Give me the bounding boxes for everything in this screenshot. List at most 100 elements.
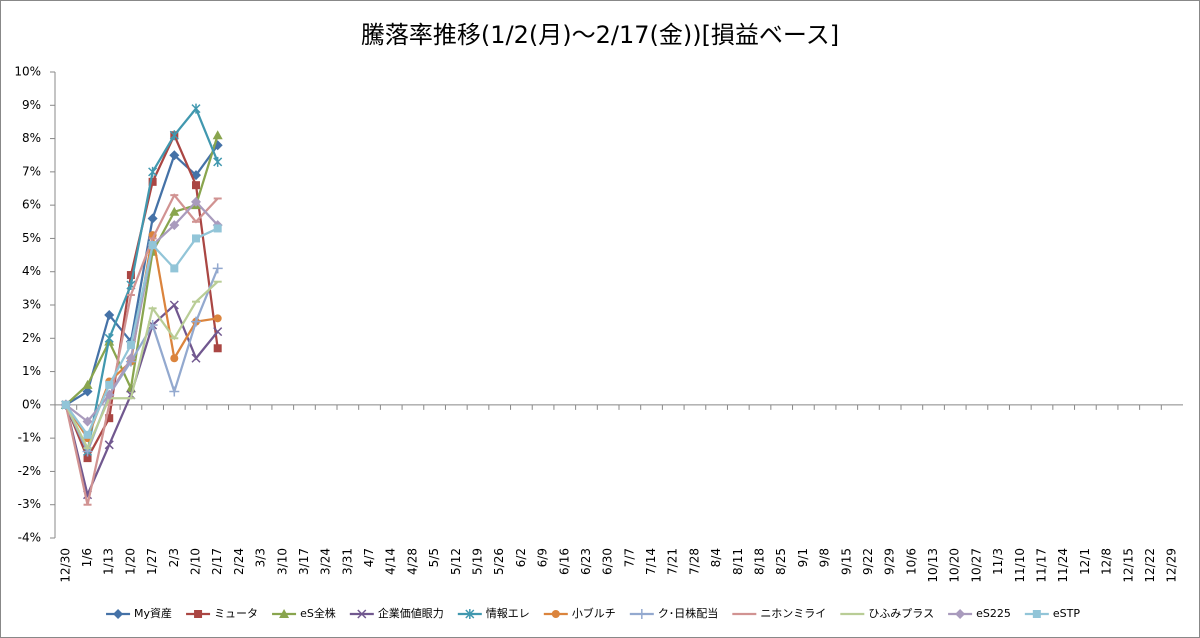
legend-item: eSTP bbox=[1024, 607, 1080, 620]
y-tick-label: 5% bbox=[22, 231, 41, 245]
x-tick-label: 7/7 bbox=[622, 548, 636, 567]
x-tick-label: 2/3 bbox=[167, 548, 181, 567]
legend-item: ミュータ bbox=[186, 607, 258, 620]
marker bbox=[213, 224, 222, 233]
marker bbox=[105, 414, 114, 423]
series-line bbox=[64, 280, 219, 451]
marker bbox=[126, 271, 135, 280]
x-tick-label: 10/20 bbox=[948, 548, 962, 583]
legend-label: 企業価値眼力 bbox=[378, 606, 444, 620]
marker bbox=[213, 344, 222, 353]
x-tick-label: 2/17 bbox=[210, 548, 224, 575]
marker bbox=[551, 610, 560, 618]
x-tick-label: 4/7 bbox=[362, 548, 376, 567]
marker bbox=[148, 166, 158, 177]
legend-label: ひふみプラス bbox=[868, 607, 934, 620]
y-tick-label: 7% bbox=[22, 164, 41, 178]
x-tick-label: 8/4 bbox=[709, 548, 723, 567]
chart-title: 騰落率推移(1/2(月)～2/17(金))[損益ベース] bbox=[361, 21, 839, 49]
x-tick-label: 9/29 bbox=[883, 548, 897, 575]
x-tick-label: 10/13 bbox=[926, 548, 940, 583]
marker bbox=[113, 609, 124, 619]
x-tick-label: 10/27 bbox=[969, 548, 983, 583]
marker bbox=[82, 379, 93, 389]
marker bbox=[191, 316, 201, 327]
marker bbox=[105, 380, 114, 389]
x-tick-label: 8/18 bbox=[753, 548, 767, 575]
marker bbox=[125, 353, 136, 364]
x-tick-label: 11/10 bbox=[1013, 548, 1027, 583]
legend-label: eS全株 bbox=[300, 606, 336, 620]
marker bbox=[191, 103, 201, 114]
series-line bbox=[65, 200, 219, 424]
marker bbox=[357, 609, 367, 619]
x-tick-label: 1/27 bbox=[145, 548, 159, 575]
marker bbox=[192, 234, 200, 243]
y-tick-label: -3% bbox=[18, 497, 41, 511]
y-tick-label: 10% bbox=[14, 65, 41, 79]
x-tick-label: 3/31 bbox=[340, 548, 354, 575]
marker bbox=[212, 130, 223, 140]
marker bbox=[126, 340, 135, 349]
x-tick-label: 7/21 bbox=[666, 548, 680, 575]
y-tick-label: 1% bbox=[22, 364, 41, 378]
x-tick-label: 1/13 bbox=[102, 548, 116, 575]
x-tick-label: 5/5 bbox=[427, 548, 441, 567]
x-tick-label: 12/22 bbox=[1143, 548, 1157, 583]
x-tick-label: 2/24 bbox=[232, 548, 246, 575]
marker bbox=[213, 314, 222, 323]
y-tick-label: -1% bbox=[18, 431, 41, 445]
x-tick-label: 5/26 bbox=[492, 548, 506, 575]
legend: My資産 ミュータ eS全株 企業価値眼力 情報エレ 小ブルチ ク･日株配当 ニホンミライ ひふ… bbox=[106, 606, 1080, 620]
marker bbox=[148, 177, 157, 186]
marker bbox=[169, 220, 180, 231]
marker bbox=[169, 206, 180, 216]
x-tick-label: 11/3 bbox=[991, 548, 1005, 575]
marker bbox=[104, 309, 115, 320]
legend-item: eS225 bbox=[948, 607, 1011, 620]
marker bbox=[104, 333, 114, 344]
marker bbox=[170, 354, 179, 363]
legend-item: eS全株 bbox=[272, 606, 336, 620]
legend-label: ニホンミライ bbox=[760, 607, 826, 620]
y-tick-label: 6% bbox=[22, 198, 41, 212]
x-tick-label: 5/19 bbox=[471, 548, 485, 575]
x-tick-label: 9/1 bbox=[796, 548, 810, 567]
y-tick-label: 9% bbox=[22, 98, 41, 112]
x-tick-label: 12/1 bbox=[1078, 548, 1092, 575]
legend-label: 情報エレ bbox=[486, 607, 530, 620]
y-tick-label: -4% bbox=[18, 531, 41, 545]
x-tick-label: 1/20 bbox=[123, 548, 137, 575]
x-tick-label: 2/10 bbox=[189, 548, 203, 575]
x-tick-label: 6/30 bbox=[601, 548, 615, 575]
x-tick-label: 3/3 bbox=[254, 548, 268, 567]
x-tick-label: 11/17 bbox=[1035, 548, 1049, 583]
y-tick-label: 8% bbox=[22, 131, 41, 145]
series-line bbox=[64, 193, 219, 505]
legend-item: My資産 bbox=[106, 607, 172, 620]
x-tick-label: 3/17 bbox=[297, 548, 311, 575]
marker bbox=[169, 386, 180, 397]
legend-label: eSTP bbox=[1053, 607, 1080, 620]
x-tick-label: 12/29 bbox=[1165, 548, 1179, 583]
marker bbox=[636, 609, 647, 619]
x-tick-label: 12/8 bbox=[1100, 548, 1114, 575]
legend-label: My資産 bbox=[134, 607, 172, 620]
x-tick-label: 3/24 bbox=[319, 548, 333, 575]
x-tick-label: 6/16 bbox=[557, 548, 571, 575]
marker bbox=[191, 196, 201, 207]
x-tick-label: 8/25 bbox=[774, 548, 788, 575]
legend-item: ひふみプラス bbox=[840, 607, 934, 620]
marker bbox=[170, 264, 179, 273]
marker bbox=[82, 416, 93, 427]
x-tick-label: 8/11 bbox=[731, 548, 745, 575]
marker bbox=[1032, 610, 1041, 618]
marker bbox=[169, 150, 180, 161]
legend-label: ミュータ bbox=[214, 607, 258, 620]
x-tick-label: 7/14 bbox=[644, 548, 658, 575]
legend-item: ニホンミライ bbox=[732, 607, 826, 620]
x-tick-label: 3/10 bbox=[275, 548, 289, 575]
marker bbox=[212, 263, 223, 274]
